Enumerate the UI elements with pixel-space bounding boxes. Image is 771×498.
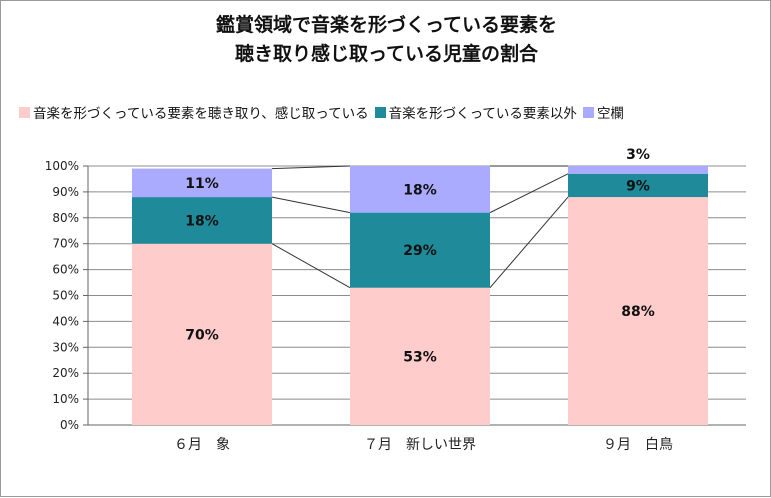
chart-legend: 音楽を形づくっている要素を聴き取り、感じ取っている 音楽を形づくっている要素以外…	[19, 101, 624, 123]
series-line	[271, 165, 351, 170]
chart-title-line-2: 聴き取り感じ取っている児童の割合	[234, 43, 539, 65]
data-label: 18%	[403, 182, 437, 198]
data-label: 11%	[185, 176, 219, 192]
y-tick-label: 30%	[52, 340, 79, 354]
legend-label-blank: 空欄	[596, 106, 624, 122]
bar-segment	[350, 166, 490, 213]
x-category-label: ９月 白鳥	[603, 437, 673, 453]
bar-segment	[350, 212, 490, 288]
series-line	[489, 196, 569, 289]
legend-swatch-blank	[582, 106, 594, 118]
chart-title-line-1: 鑑賞領域で音楽を形づくっている要素を	[215, 14, 558, 36]
y-tick-label: 60%	[52, 263, 79, 277]
data-label: 9%	[626, 178, 650, 194]
legend-label-other: 音楽を形づくっている要素以外	[388, 106, 577, 122]
bar-segment	[132, 168, 272, 198]
series-line	[489, 173, 569, 214]
data-label: 70%	[185, 327, 219, 343]
bar-segment	[350, 287, 490, 425]
data-label: 3%	[626, 147, 650, 163]
data-label: 88%	[621, 304, 655, 320]
data-label: 18%	[185, 213, 219, 229]
legend-item-other: 音楽を形づくっている要素以外	[374, 102, 577, 122]
y-tick-label: 80%	[52, 211, 79, 225]
y-tick-label: 50%	[52, 289, 79, 303]
legend-swatch-listened	[19, 106, 30, 118]
y-tick-label: 20%	[52, 366, 79, 380]
legend-label-listened: 音楽を形づくっている要素を聴き取り、感じ取っている	[33, 106, 369, 122]
legend-item-blank: 空欄	[582, 102, 624, 122]
y-tick-label: 40%	[52, 314, 79, 328]
legend-item-listened: 音楽を形づくっている要素を聴き取り、感じ取っている	[19, 102, 369, 122]
bar-segment	[568, 197, 708, 425]
series-line	[271, 196, 351, 214]
series-line	[271, 243, 351, 289]
y-tick-label: 100%	[45, 159, 79, 173]
y-tick-label: 70%	[52, 237, 79, 251]
bar-segment	[568, 173, 708, 198]
bar-segment	[568, 166, 708, 174]
y-tick-label: 0%	[60, 418, 79, 432]
data-label: 53%	[403, 349, 437, 365]
legend-swatch-other	[374, 106, 386, 118]
bar-segment	[132, 243, 272, 425]
x-category-label: ７月 新しい世界	[364, 437, 476, 453]
chart-title: 鑑賞領域で音楽を形づくっている要素を 聴き取り感じ取っている児童の割合	[1, 11, 771, 69]
y-tick-label: 10%	[52, 392, 79, 406]
bar-segment	[132, 197, 272, 244]
data-label: 29%	[403, 243, 437, 259]
x-category-label: ６月 象	[174, 437, 230, 453]
y-tick-label: 90%	[52, 185, 79, 199]
